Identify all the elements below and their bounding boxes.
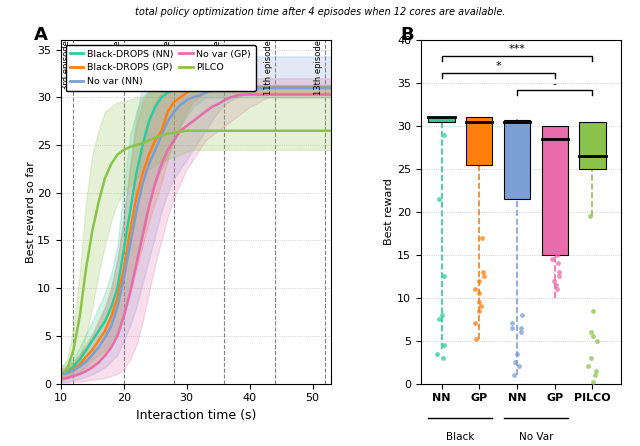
Bar [541,126,568,255]
Point [474,307,484,314]
Point [585,213,595,220]
Point [469,285,479,293]
Point [582,363,593,370]
Text: *: * [495,62,501,71]
Point [474,298,484,306]
Point [554,273,564,280]
Point [516,311,527,318]
Legend: Black-DROPS (NN), Black-DROPS (GP), No var (NN), No var (GP), PILCO: Black-DROPS (NN), Black-DROPS (GP), No v… [65,45,256,91]
Point [474,277,484,284]
Point [509,359,520,366]
Point [512,350,522,357]
Text: 5th episode: 5th episode [113,40,122,90]
Point [554,268,564,276]
Bar [504,120,530,199]
Point [477,268,488,276]
Point [552,285,563,293]
Point [436,311,447,318]
Point [476,234,486,241]
Text: Black: Black [446,432,475,442]
Text: 3rd episode: 3rd episode [62,40,71,90]
Text: total policy optimization time after 4 episodes when 12 cores are available.: total policy optimization time after 4 e… [135,7,505,17]
Text: ***: *** [509,44,525,54]
Point [515,363,525,370]
Point [586,354,596,361]
Point [588,378,598,385]
Point [439,341,449,348]
Y-axis label: Best reward: Best reward [384,178,394,245]
Point [474,290,484,297]
Bar [428,116,455,122]
Point [508,320,518,327]
Point [434,316,444,323]
Text: 9th episode: 9th episode [213,40,222,90]
Point [516,324,526,331]
Point [479,273,489,280]
Point [433,195,444,202]
Point [516,328,526,335]
Point [439,273,449,280]
X-axis label: Interaction time (s): Interaction time (s) [136,409,256,422]
Y-axis label: Best reward so far: Best reward so far [26,161,36,263]
Point [509,372,519,379]
Point [471,335,481,343]
Point [588,333,598,340]
Point [550,281,561,289]
Bar [579,122,605,169]
Point [432,350,442,357]
Point [438,354,448,361]
Text: 13th episode: 13th episode [314,40,323,95]
Point [552,251,563,258]
Point [588,307,598,314]
Text: B: B [401,26,415,45]
Point [592,337,602,344]
Point [547,256,557,263]
Text: 7th episode: 7th episode [163,40,172,90]
Point [590,372,600,379]
Point [586,328,596,335]
Point [470,320,480,327]
Text: -: - [553,78,557,89]
Bar [466,117,493,165]
Point [549,277,559,284]
Point [507,324,517,331]
Text: No Var: No Var [518,432,553,442]
Point [591,367,601,374]
Point [553,260,563,267]
Point [439,131,449,138]
Point [476,303,486,310]
Text: 11th episode: 11th episode [264,40,273,95]
Text: A: A [34,26,47,45]
